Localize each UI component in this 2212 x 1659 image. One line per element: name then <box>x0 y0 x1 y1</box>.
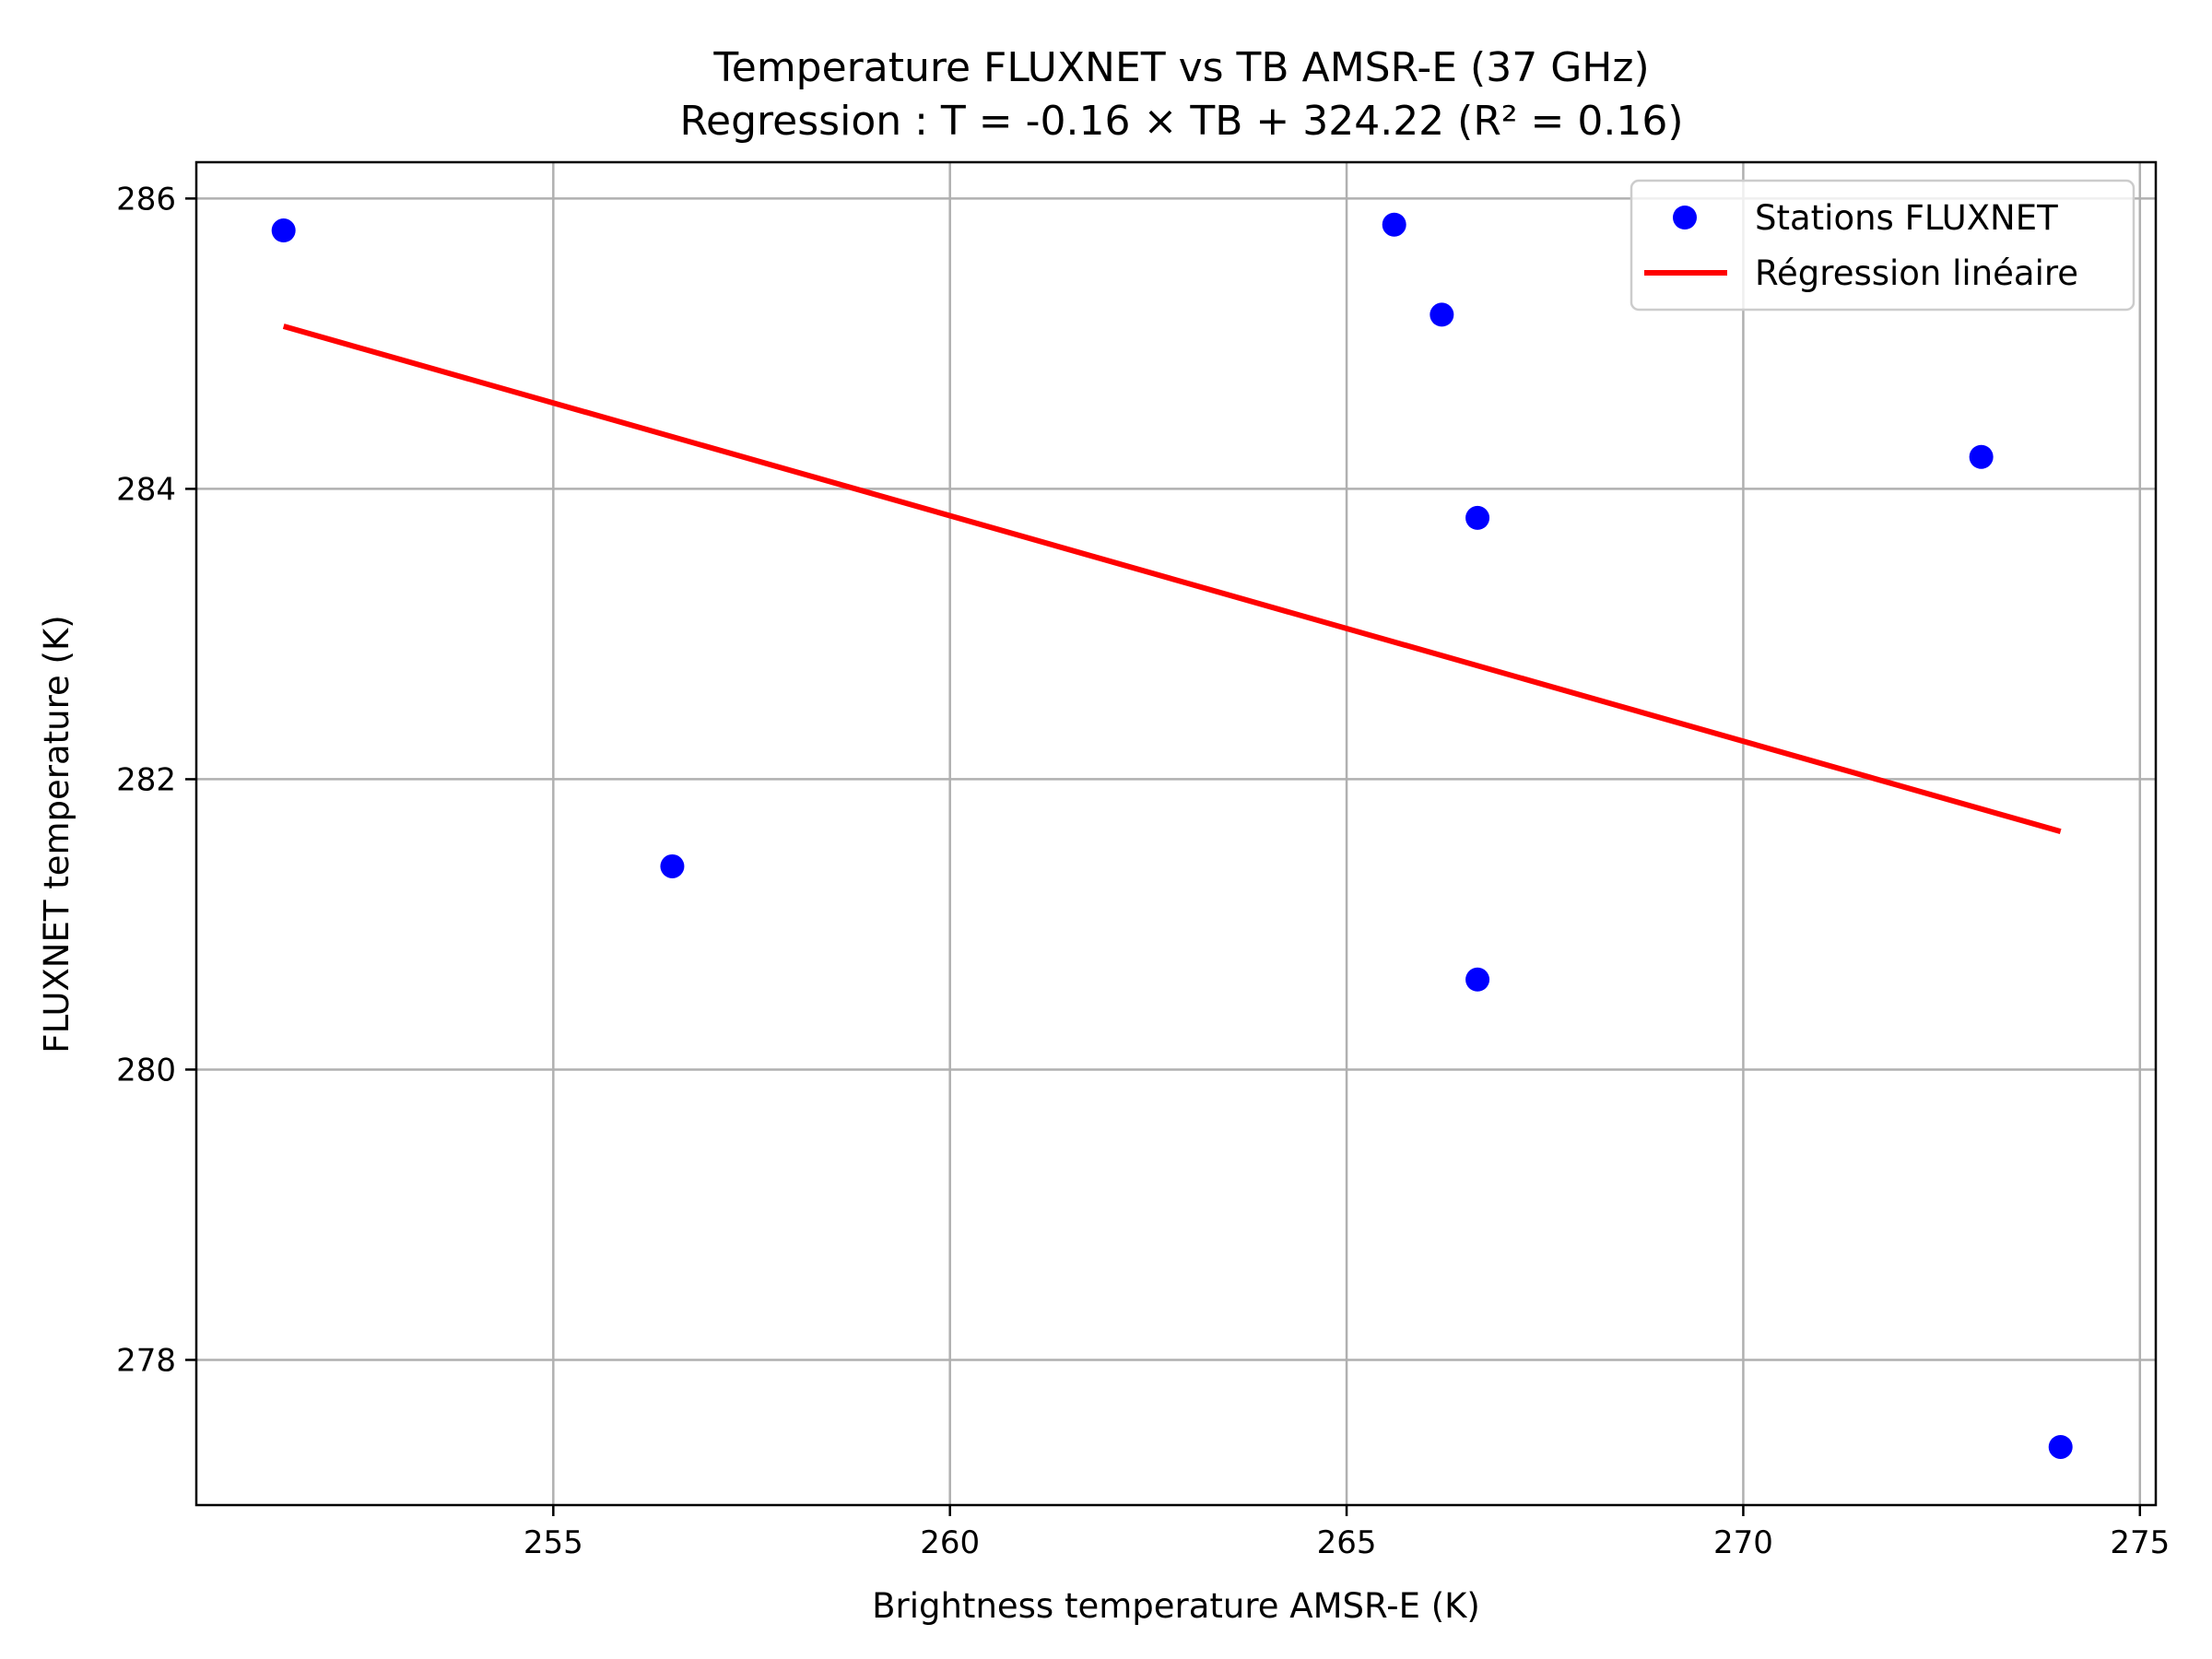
station-point <box>1382 212 1406 237</box>
chart-title-line1: Temperature FLUXNET vs TB AMSR-E (37 GHz… <box>712 44 1649 91</box>
x-tick-label: 275 <box>2110 1524 2170 1561</box>
grid-lines <box>196 162 2156 1505</box>
y-tick-label: 280 <box>116 1052 176 1088</box>
y-tick-label: 278 <box>116 1342 176 1379</box>
x-axis-label: Brightness temperature AMSR-E (K) <box>872 1586 1480 1626</box>
station-point <box>1430 302 1454 327</box>
plot-area <box>271 212 2073 1459</box>
x-tick-label: 265 <box>1317 1524 1377 1561</box>
station-point <box>1465 967 1490 992</box>
legend: Stations FLUXNET Régression linéaire <box>1630 179 2136 312</box>
station-point <box>1465 505 1490 530</box>
y-tick-label: 284 <box>116 471 176 508</box>
x-tick-label: 270 <box>1713 1524 1773 1561</box>
legend-label-regression: Régression linéaire <box>1755 253 2078 293</box>
x-tick-label: 260 <box>920 1524 980 1561</box>
y-axis-label: FLUXNET temperature (K) <box>37 615 76 1053</box>
plot-frame <box>194 160 2158 1507</box>
legend-box <box>1630 179 2136 312</box>
station-point <box>660 853 685 878</box>
station-point <box>271 218 296 243</box>
legend-label-stations: Stations FLUXNET <box>1755 198 2058 238</box>
legend-scatter-marker <box>1673 206 1697 229</box>
regression-line <box>282 324 2062 835</box>
x-tick-label: 255 <box>524 1524 583 1561</box>
station-point <box>2048 1434 2073 1459</box>
station-point <box>1969 444 1994 469</box>
chart-title-line2: Regression : T = -0.16 × TB + 324.22 (R²… <box>679 98 1683 145</box>
y-tick-label: 282 <box>116 761 176 798</box>
y-tick-label: 286 <box>116 181 176 218</box>
axis-ticks: 255 260 265 270 275 278 280 282 284 286 <box>116 181 2170 1561</box>
